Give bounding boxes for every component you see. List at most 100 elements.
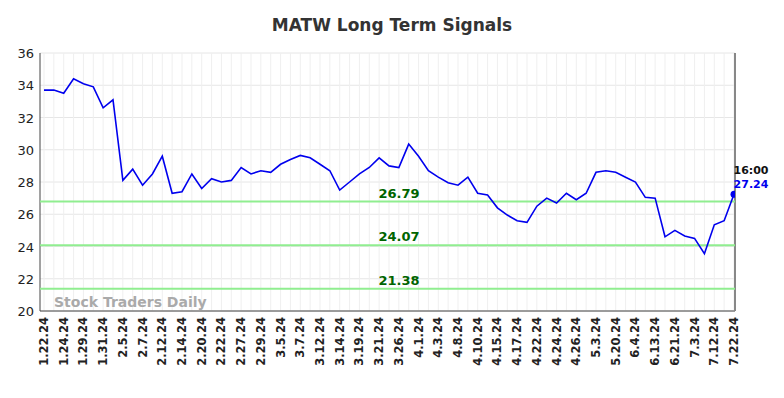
x-tick-label: 3.21.24 [372,317,386,366]
signal-line [40,244,735,246]
y-tick-label: 34 [17,78,34,93]
grid-line-v [615,53,616,311]
grid-line-v [546,53,547,311]
grid-line-v [645,53,646,311]
grid-line-v [300,53,301,311]
grid-line-v [458,53,459,311]
x-tick-label: 7.3.24 [688,317,702,358]
y-axis [40,53,41,311]
x-axis [40,311,735,312]
last-point [731,191,736,198]
grid-line-v [191,53,192,311]
grid-line-v [339,53,340,311]
signal-label: 21.38 [378,273,419,288]
signal-line [40,201,735,203]
grid-line-v [428,53,429,311]
x-tick-label: 2.27.24 [234,317,248,366]
grid-line-v [73,53,74,311]
grid-line-v [113,53,114,311]
signal-line [40,288,735,290]
y-tick-label: 28 [17,175,34,190]
grid-line-v [280,53,281,311]
grid-line-v [241,53,242,311]
x-tick-label: 2.7.24 [136,317,150,358]
grid-line-v [438,53,439,311]
signal-label: 26.79 [378,186,419,201]
x-tick-label: 2.5.24 [116,317,130,358]
x-tick-label: 1.29.24 [76,317,90,366]
grid-line-v [694,53,695,311]
y-tick-label: 32 [17,111,34,126]
grid-line-v [44,53,45,311]
grid-line-v [576,53,577,311]
last-time: 16:00 [733,164,768,177]
grid-line-v [182,53,183,311]
grid-line-v [724,53,725,311]
grid-line-v [674,53,675,311]
y-tick-label: 26 [17,207,34,222]
last-value: 27.24 [734,178,769,191]
x-tick-label: 1.22.24 [37,317,51,366]
chart: MATW Long Term Signals202224262830323436… [0,0,784,398]
x-tick-label: 1.31.24 [96,317,110,366]
grid-line-v [527,53,528,311]
grid-line-v [684,53,685,311]
x-tick-label: 4.10.24 [471,317,485,366]
grid-line [40,214,735,215]
grid-line-v [211,53,212,311]
grid-line-v [369,53,370,311]
grid-line-v [714,53,715,311]
x-tick-label: 4.15.24 [490,317,504,366]
x-tick-label: 4.1.24 [412,317,426,358]
grid-line-v [93,53,94,311]
grid-line-v [53,53,54,311]
grid-line-v [596,53,597,311]
x-tick-label: 3.26.24 [392,317,406,366]
price-line [44,79,734,254]
grid-line-v [477,53,478,311]
grid-line [40,246,735,247]
grid-line-v [201,53,202,311]
y-tick-label: 22 [17,272,34,287]
grid-line-v [310,53,311,311]
x-tick-label: 6.21.24 [668,317,682,366]
grid-line [40,311,735,312]
grid-line [40,149,735,150]
x-tick-label: 2.20.24 [195,317,209,366]
x-tick-label: 4.17.24 [510,317,524,366]
grid-line-v [517,53,518,311]
x-tick-label: 4.8.24 [451,317,465,358]
grid-line-v [152,53,153,311]
grid-line-v [231,53,232,311]
y-tick-label: 36 [17,46,34,61]
title: MATW Long Term Signals [272,15,512,35]
grid-line [40,117,735,118]
grid-line-v [487,53,488,311]
x-tick-label: 2.14.24 [175,317,189,366]
x-tick-label: 5.3.24 [589,317,603,358]
x-tick-label: 3.14.24 [333,317,347,366]
grid-line-v [497,53,498,311]
x-tick-label: 4.26.24 [569,317,583,366]
grid-line-v [260,53,261,311]
grid-line-v [162,53,163,311]
grid-line-v [83,53,84,311]
x-tick-label: 2.12.24 [155,317,169,366]
watermark: Stock Traders Daily [54,294,207,310]
grid-line-v [320,53,321,311]
grid-line-v [467,53,468,311]
grid-line-v [270,53,271,311]
grid-line-v [665,53,666,311]
grid-line-v [536,53,537,311]
x-tick-label: 6.4.24 [628,317,642,358]
x-tick-label: 6.13.24 [648,317,662,366]
grid-line-v [172,53,173,311]
x-tick-label: 7.22.24 [727,317,741,366]
x-tick-label: 4.24.24 [550,317,564,366]
x-tick-label: 2.29.24 [254,317,268,366]
grid-line-v [566,53,567,311]
grid-line-v [586,53,587,311]
grid-line-v [290,53,291,311]
grid-line-v [251,53,252,311]
x-tick-label: 4.22.24 [530,317,544,366]
